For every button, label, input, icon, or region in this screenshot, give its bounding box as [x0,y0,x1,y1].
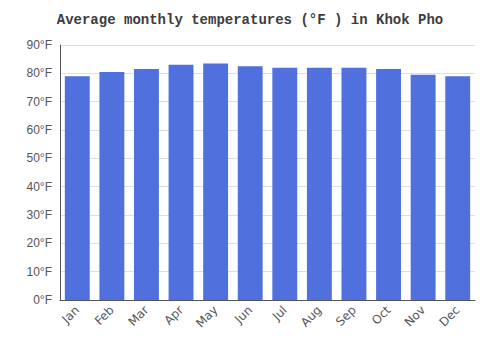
svg-text:Nov: Nov [402,303,428,329]
svg-text:Mar: Mar [126,303,152,329]
svg-text:Feb: Feb [92,303,117,328]
svg-text:40°F: 40°F [27,180,52,194]
svg-text:60°F: 60°F [27,123,52,137]
svg-text:Aug: Aug [298,303,324,329]
svg-text:Oct: Oct [369,303,394,328]
svg-text:Average monthly temperatures (: Average monthly temperatures (°F ) in Kh… [57,12,443,28]
svg-text:90°F: 90°F [27,38,52,52]
svg-text:50°F: 50°F [27,151,52,165]
svg-text:20°F: 20°F [27,236,52,250]
svg-text:Sep: Sep [333,303,359,329]
svg-text:80°F: 80°F [27,66,52,80]
svg-text:May: May [193,303,220,330]
svg-text:0°F: 0°F [33,293,52,307]
svg-text:70°F: 70°F [27,95,52,109]
svg-text:Dec: Dec [436,303,462,329]
svg-text:Jan: Jan [59,303,83,327]
svg-text:Jun: Jun [231,303,255,327]
svg-text:Apr: Apr [161,303,186,328]
svg-text:30°F: 30°F [27,208,52,222]
svg-text:10°F: 10°F [27,265,52,279]
svg-text:Jul: Jul [269,303,290,324]
